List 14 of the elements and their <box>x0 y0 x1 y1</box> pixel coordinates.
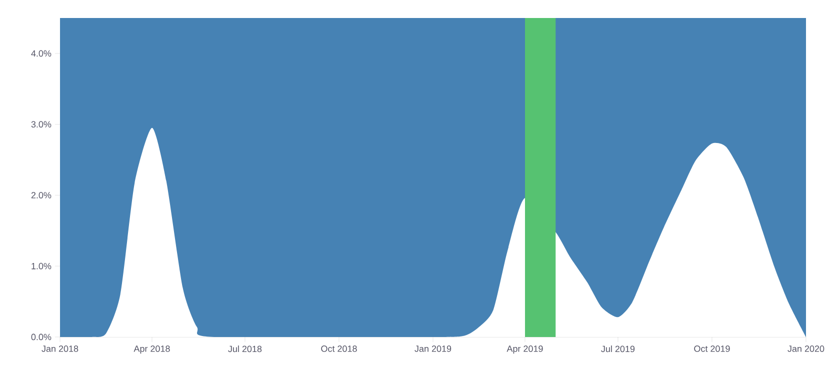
x-tick-label: Jan 2018 <box>42 346 78 352</box>
y-tick-label: 1.0% <box>32 262 52 270</box>
y-tick-label: 3.0% <box>31 121 52 128</box>
x-tick-label: Jan 2020 <box>788 346 824 352</box>
x-tick-label: Apr 2019 <box>506 346 543 354</box>
y-tick-label: 2.0% <box>31 192 52 198</box>
y-tick-label: 0.0% <box>31 334 52 340</box>
y-tick-label: 4.0% <box>31 50 52 57</box>
x-tick-label: Jul 2019 <box>601 346 635 352</box>
x-tick-label: Jul 2018 <box>228 346 262 352</box>
x-tick-label: Oct 2018 <box>321 346 357 352</box>
x-tick-label: Apr 2018 <box>134 346 170 354</box>
x-tick-label: Oct 2019 <box>694 346 730 352</box>
x-tick-label: Jan 2019 <box>414 346 452 352</box>
